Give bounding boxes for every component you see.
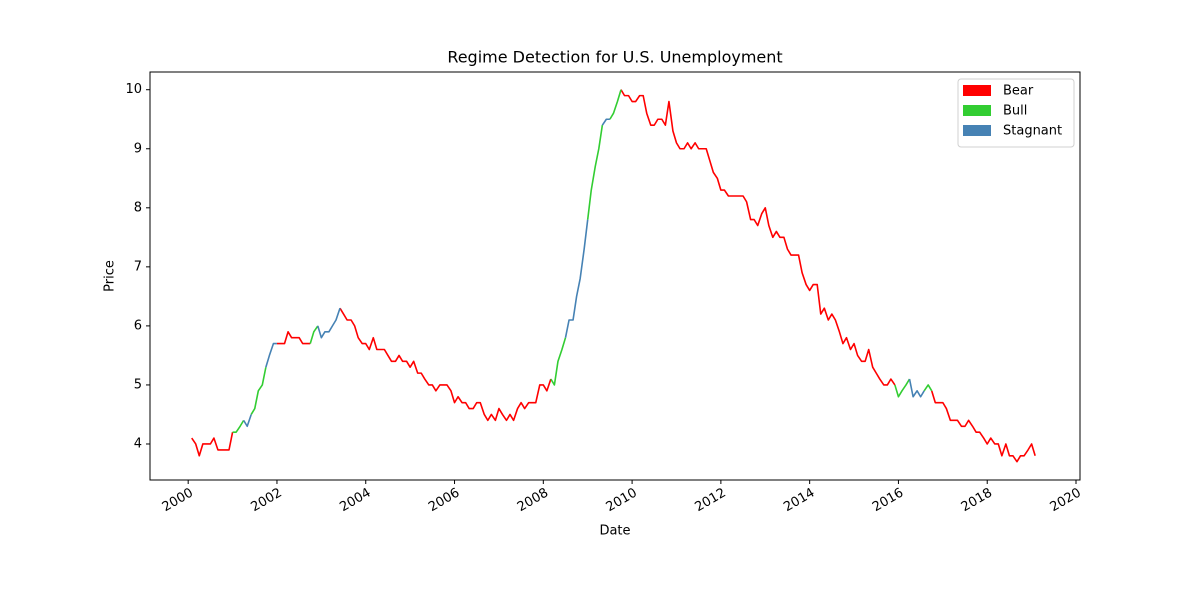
x-axis-label: Date [599,524,630,539]
regime-line [232,89,933,433]
chart-title: Regime Detection for U.S. Unemployment [447,48,782,67]
y-tick-label: 4 [134,436,142,451]
legend-label: Bull [1003,104,1027,119]
y-tick-label: 10 [125,82,142,97]
plot-frame [149,71,1081,481]
regime-line [191,89,1036,463]
y-tick-label: 9 [134,141,142,156]
legend-swatch [963,125,991,136]
y-axis-label: Price [103,260,118,292]
legend-label: Bear [1003,84,1034,99]
y-tick-label: 8 [134,200,142,215]
y-tick-label: 5 [134,377,142,392]
legend-swatch [963,85,991,96]
regime-line [242,118,925,428]
legend-label: Stagnant [1003,124,1062,139]
legend-swatch [963,105,991,116]
y-tick-label: 6 [134,318,142,333]
y-tick-label: 7 [134,259,142,274]
